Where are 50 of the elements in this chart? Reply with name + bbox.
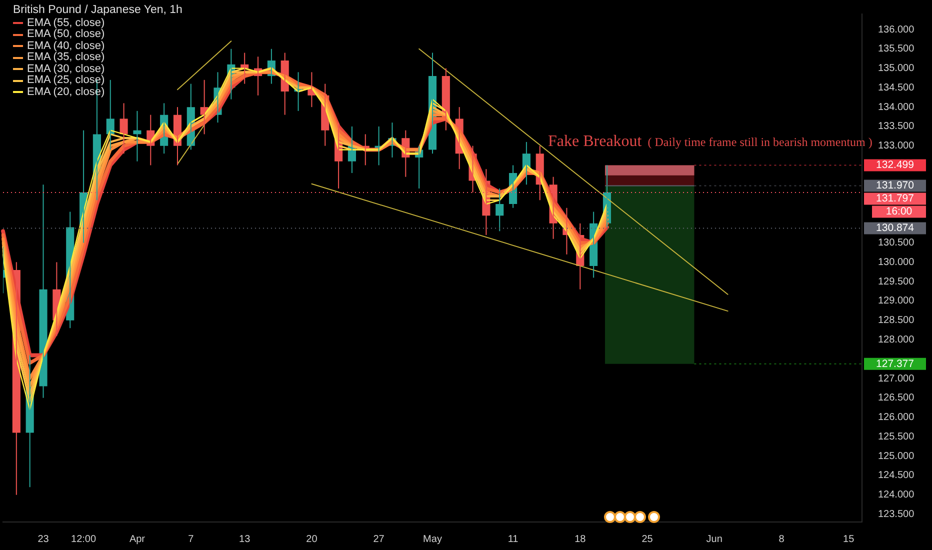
y-tick-label: 130.500 (878, 238, 915, 249)
annotation: Fake Breakout (548, 133, 642, 150)
legend-label: EMA (30, close) (27, 62, 105, 75)
y-tick-label: 126.000 (878, 412, 915, 424)
y-tick-label: 136.000 (878, 24, 915, 36)
y-tick-label: 127.000 (878, 373, 915, 384)
legend-label: EMA (55, close) (27, 16, 105, 29)
y-tick-label: 130.000 (878, 256, 915, 268)
legend-label: EMA (40, close) (27, 40, 105, 52)
x-tick-label: 7 (188, 534, 194, 545)
y-tick-label: 124.000 (878, 490, 915, 501)
y-tick-label: 126.500 (878, 392, 915, 404)
y-tick-label: 133.500 (878, 121, 915, 132)
band-label: 127.377 (876, 358, 914, 370)
x-tick-label: 25 (642, 534, 654, 545)
x-tick-label: Apr (129, 534, 146, 545)
x-tick-label: 18 (574, 534, 586, 545)
y-tick-label: 134.000 (878, 102, 915, 113)
x-tick-label: 27 (373, 534, 385, 545)
y-tick-label: 123.500 (878, 508, 915, 520)
ref-line-label: 131.797 (876, 192, 914, 205)
x-tick-label: Jun (706, 534, 722, 545)
x-tick-label: 12:00 (71, 534, 96, 545)
x-tick-label: 15 (843, 534, 855, 545)
legend-label: EMA (25, close) (27, 74, 105, 86)
y-tick-label: 135.500 (878, 44, 915, 55)
y-tick-label: 128.500 (878, 315, 915, 326)
text: 16:00 (886, 206, 912, 218)
y-tick-label: 125.500 (878, 431, 915, 442)
x-tick-label: May (423, 534, 442, 545)
legend-label: EMA (50, close) (27, 28, 105, 40)
y-tick-label: 134.500 (878, 82, 915, 94)
x-tick-label: 11 (508, 534, 519, 545)
y-tick-label: 129.500 (878, 276, 915, 288)
x-tick-label: 8 (778, 534, 785, 545)
annotation: ( Daily time frame still in bearish momentum ) (648, 135, 872, 149)
ref-line-label: 130.874 (876, 222, 914, 234)
y-tick-label: 125.000 (878, 450, 915, 462)
y-tick-label: 124.500 (878, 470, 915, 482)
x-tick-label: 20 (306, 534, 318, 545)
y-tick-label: 129.000 (878, 296, 915, 307)
x-tick-label: 13 (239, 534, 251, 545)
ref-line-label: 131.970 (876, 180, 914, 192)
y-tick-label: 135.000 (878, 63, 915, 74)
legend-label: EMA (35, close) (27, 51, 105, 64)
x-tick-label: 23 (38, 534, 50, 545)
band-label: 132.499 (876, 159, 914, 172)
y-tick-label: 133.000 (878, 140, 915, 152)
y-tick-label: 128.000 (878, 334, 915, 346)
chart-title: British Pound / Japanese Yen, 1h (13, 4, 182, 16)
